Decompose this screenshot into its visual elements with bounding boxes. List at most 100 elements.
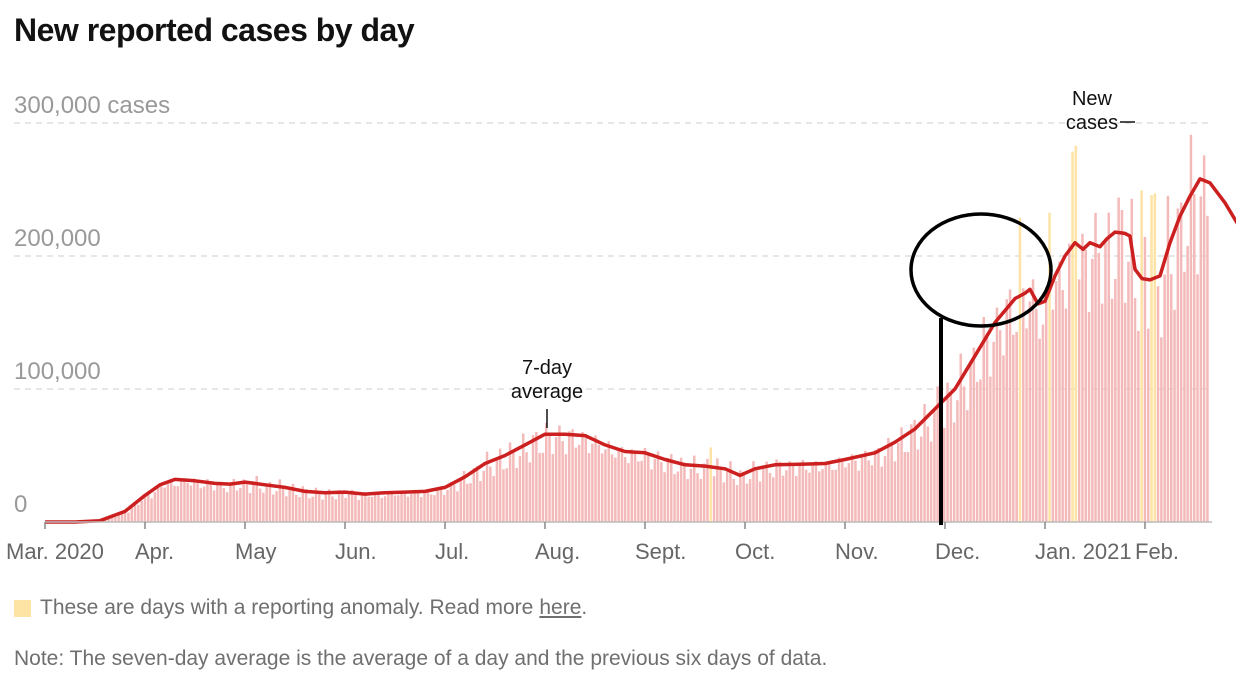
daily-bar bbox=[397, 495, 400, 522]
daily-bar bbox=[821, 469, 824, 522]
daily-bar bbox=[209, 481, 212, 522]
daily-bar bbox=[712, 476, 716, 522]
daily-bar bbox=[1173, 309, 1176, 522]
daily-bar bbox=[291, 483, 295, 522]
anomaly-bar bbox=[1048, 212, 1051, 522]
daily-bar bbox=[456, 491, 459, 522]
daily-bar bbox=[1025, 328, 1028, 522]
daily-bar bbox=[508, 442, 512, 522]
daily-bar bbox=[653, 458, 657, 522]
daily-bar bbox=[545, 423, 548, 522]
daily-bar bbox=[975, 381, 979, 522]
daily-bar bbox=[360, 494, 364, 522]
x-tick-label: Sept. bbox=[635, 539, 686, 564]
daily-bar bbox=[1189, 134, 1193, 523]
daily-bar bbox=[554, 437, 558, 522]
daily-bar bbox=[337, 490, 341, 522]
daily-bar bbox=[206, 479, 209, 522]
daily-bar bbox=[854, 460, 857, 522]
daily-bar bbox=[413, 489, 416, 522]
daily-bar bbox=[189, 485, 193, 522]
daily-bar bbox=[123, 512, 127, 522]
daily-bar bbox=[153, 492, 157, 522]
y-tick-label: 300,000 cases bbox=[14, 92, 170, 119]
daily-bar bbox=[834, 469, 837, 522]
daily-bar bbox=[387, 492, 390, 522]
daily-bar bbox=[693, 455, 696, 522]
daily-bar bbox=[1166, 195, 1170, 523]
daily-bar bbox=[1176, 208, 1180, 522]
x-tick-label: Aug. bbox=[535, 539, 580, 564]
daily-bar bbox=[318, 494, 321, 522]
daily-bar bbox=[860, 456, 864, 522]
daily-bar bbox=[584, 434, 587, 522]
daily-bar bbox=[420, 497, 423, 522]
daily-bar bbox=[985, 332, 989, 522]
anomaly-swatch bbox=[14, 599, 31, 617]
daily-bar bbox=[719, 469, 722, 522]
daily-bar bbox=[262, 492, 265, 522]
daily-bar bbox=[1183, 271, 1186, 522]
daily-bar bbox=[1143, 237, 1147, 522]
average-annotation-text: 7-day bbox=[522, 357, 572, 379]
daily-bar bbox=[995, 307, 999, 522]
daily-bar bbox=[393, 495, 397, 522]
daily-bar bbox=[1193, 193, 1196, 522]
daily-bar bbox=[469, 483, 472, 522]
daily-bar bbox=[1094, 212, 1097, 523]
daily-bar bbox=[1110, 298, 1114, 522]
daily-bar bbox=[989, 376, 992, 522]
daily-bar bbox=[597, 444, 601, 522]
daily-bar bbox=[173, 485, 176, 522]
read-more-link[interactable]: here bbox=[539, 596, 582, 619]
daily-bar bbox=[166, 483, 170, 522]
daily-bar bbox=[288, 490, 291, 522]
daily-bar bbox=[1035, 308, 1038, 522]
y-axis-ticks: 0 100,000 200,000 300,000 cases bbox=[14, 92, 170, 518]
daily-bar bbox=[255, 476, 258, 522]
daily-bar bbox=[772, 477, 775, 522]
daily-bar bbox=[212, 490, 216, 522]
anomaly-bar bbox=[1140, 190, 1143, 522]
daily-bar bbox=[841, 462, 844, 522]
daily-bar bbox=[311, 496, 314, 522]
daily-bar bbox=[1091, 258, 1094, 522]
daily-bar bbox=[1077, 279, 1081, 522]
daily-bar bbox=[466, 483, 469, 522]
daily-bar bbox=[956, 400, 959, 522]
daily-bar bbox=[1031, 279, 1035, 522]
daily-bar bbox=[857, 470, 860, 522]
daily-bar bbox=[459, 479, 462, 522]
daily-bar bbox=[637, 461, 640, 522]
daily-bar bbox=[541, 452, 545, 522]
daily-bar bbox=[604, 449, 607, 522]
daily-bar bbox=[426, 490, 430, 522]
daily-bar bbox=[696, 473, 699, 522]
daily-bar bbox=[377, 492, 380, 522]
average-annotation-text: average bbox=[511, 381, 583, 403]
y-tick-label: 200,000 bbox=[14, 225, 101, 252]
daily-bar bbox=[729, 461, 732, 522]
daily-bar bbox=[525, 452, 528, 522]
daily-bar bbox=[439, 486, 443, 522]
daily-bar bbox=[887, 438, 890, 522]
daily-bar bbox=[429, 494, 433, 522]
daily-bar bbox=[1130, 198, 1133, 522]
daily-bar bbox=[735, 485, 739, 522]
daily-bar bbox=[1028, 301, 1032, 522]
daily-bar bbox=[979, 379, 982, 522]
daily-bar bbox=[1015, 331, 1018, 522]
daily-bar bbox=[926, 426, 930, 522]
daily-bar bbox=[831, 469, 834, 522]
daily-bar bbox=[321, 499, 324, 522]
daily-bar bbox=[722, 482, 726, 522]
daily-bar bbox=[943, 427, 946, 522]
daily-bar bbox=[1137, 331, 1140, 522]
daily-bar bbox=[216, 484, 219, 522]
daily-bar bbox=[571, 429, 574, 522]
daily-bar bbox=[295, 494, 298, 522]
y-tick-label: 100,000 bbox=[14, 358, 101, 385]
anomaly-legend: These are days with a reporting anomaly.… bbox=[14, 596, 587, 620]
highlight-circle bbox=[909, 212, 1053, 328]
daily-bar bbox=[748, 479, 752, 522]
